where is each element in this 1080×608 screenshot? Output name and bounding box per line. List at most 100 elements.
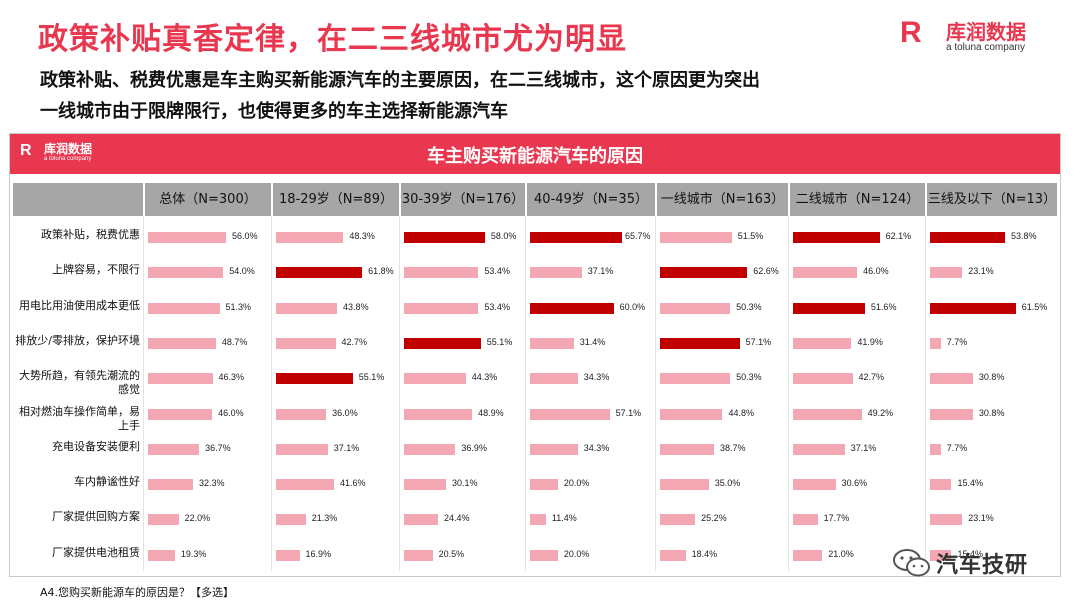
- bar: [148, 408, 213, 420]
- column-header: 40-49岁（N=35）: [525, 183, 655, 216]
- column-header: 二线城市（N=124）: [788, 183, 925, 216]
- bar: [404, 267, 479, 279]
- bar-value-label: 7.7%: [946, 442, 968, 453]
- bar-value-label: 44.8%: [728, 407, 754, 418]
- logo-mark-icon: R: [900, 16, 922, 49]
- bar: [148, 267, 224, 279]
- bar: [793, 514, 818, 526]
- bar-value-label: 23.1%: [968, 266, 994, 277]
- bar-value-label: 32.3%: [199, 478, 225, 489]
- row-label: 上牌容易，不限行: [52, 263, 140, 277]
- subtitle-line-1: 政策补贴、税费优惠是车主购买新能源汽车的主要原因，在二三线城市，这个原因更为突出: [40, 70, 760, 91]
- bar-value-label: 25.2%: [701, 513, 727, 524]
- bar-value-label: 36.0%: [332, 407, 358, 418]
- column-header: 总体（N=300）: [143, 183, 271, 216]
- bar: [930, 514, 963, 526]
- chart-banner: R 库润数据 a toluna company 车主购买新能源汽车的原因: [10, 134, 1060, 174]
- bar-value-label: 43.8%: [343, 301, 369, 312]
- banner-logo-mark-icon: R: [20, 142, 31, 159]
- bar: [276, 302, 338, 314]
- bar-value-label: 11.4%: [551, 513, 577, 524]
- bar-value-label: 62.1%: [885, 231, 912, 241]
- bar-value-label: 55.1%: [486, 336, 513, 347]
- bar: [530, 232, 622, 243]
- bar-value-label: 53.4%: [484, 266, 510, 277]
- bar-value-label: 19.3%: [180, 548, 207, 559]
- bar: [793, 337, 852, 349]
- chart-frame: R 库润数据 a toluna company 车主购买新能源汽车的原因 总体（…: [9, 133, 1061, 577]
- bar: [930, 337, 941, 349]
- watermark-text: 汽车技研: [936, 553, 1029, 578]
- logo-tagline: a toluna company: [946, 42, 1025, 53]
- bar: [660, 232, 732, 243]
- bar-value-label: 58.0%: [490, 231, 517, 241]
- bar: [660, 302, 731, 314]
- bar-value-label: 30.1%: [451, 478, 478, 489]
- bar-value-label: 42.7%: [341, 336, 368, 347]
- bar-value-label: 7.7%: [946, 336, 968, 347]
- column-header: 30-39岁（N=176）: [399, 183, 525, 216]
- bar: [793, 373, 853, 385]
- subtitle-line-2: 一线城市由于限牌限行，也使得更多的车主选择新能源汽车: [40, 101, 508, 122]
- bar: [930, 373, 973, 385]
- column-divider: [271, 216, 272, 571]
- bar: [276, 267, 363, 279]
- bar-value-label: 37.1%: [587, 266, 614, 277]
- bar: [660, 479, 709, 491]
- bar-value-label: 30.8%: [978, 407, 1005, 418]
- bar-value-label: 42.7%: [858, 372, 885, 383]
- bar: [148, 232, 227, 243]
- bar: [660, 549, 686, 561]
- bar-value-label: 57.1%: [615, 407, 642, 418]
- bar-value-label: 62.6%: [753, 266, 779, 277]
- bar-value-label: 53.4%: [484, 301, 510, 312]
- bar: [404, 373, 466, 385]
- logo-name: 库润数据: [946, 20, 1026, 44]
- bar: [276, 514, 306, 526]
- bar-value-label: 65.7%: [625, 231, 651, 241]
- bar: [660, 337, 740, 349]
- bar: [148, 549, 175, 561]
- bar-value-label: 61.5%: [1021, 301, 1048, 312]
- bar: [530, 549, 558, 561]
- bar: [530, 373, 578, 385]
- bar-value-label: 36.9%: [461, 442, 487, 453]
- row-label: 厂家提供回购方案: [52, 510, 140, 524]
- bar-value-label: 46.0%: [863, 266, 889, 277]
- bar: [660, 443, 714, 455]
- bar-value-label: 41.9%: [857, 336, 883, 347]
- column-header: 三线及以下（N=13）: [925, 183, 1057, 216]
- bar: [148, 479, 194, 491]
- bar-value-label: 22.0%: [184, 513, 211, 524]
- row-label: 政策补贴，税费优惠: [41, 228, 140, 241]
- row-label: 大势所趋，有领先潮流的感觉: [19, 369, 140, 397]
- brand-logo: R 库润数据 a toluna company: [900, 14, 1050, 58]
- bar: [793, 549, 823, 561]
- bar-value-label: 38.7%: [719, 442, 746, 453]
- bar: [660, 267, 748, 279]
- bar-value-label: 50.3%: [736, 372, 762, 383]
- row-label: 充电设备安装便利: [52, 439, 140, 453]
- row-label: 厂家提供电池租赁: [52, 545, 140, 559]
- bar: [530, 302, 614, 314]
- bar: [930, 267, 963, 279]
- bar-value-label: 21.0%: [828, 548, 854, 559]
- bar: [530, 443, 578, 455]
- bar-value-label: 20.5%: [438, 548, 465, 559]
- bar-value-label: 61.8%: [368, 266, 394, 277]
- bar-value-label: 50.3%: [736, 301, 762, 312]
- bar: [148, 302, 220, 314]
- banner-logo-name: 库润数据: [44, 142, 93, 156]
- bar-value-label: 51.3%: [225, 301, 252, 312]
- bar: [404, 514, 438, 526]
- bar-value-label: 31.4%: [579, 336, 606, 347]
- bar: [530, 337, 574, 349]
- bar-value-label: 48.9%: [478, 407, 504, 418]
- bar: [276, 443, 328, 455]
- bar: [930, 549, 952, 561]
- bar-value-label: 44.3%: [471, 372, 498, 383]
- bar-value-label: 24.4%: [444, 513, 470, 524]
- banner-logo-tagline: a toluna company: [44, 156, 92, 162]
- bar-value-label: 46.3%: [218, 372, 245, 383]
- bar: [404, 337, 481, 349]
